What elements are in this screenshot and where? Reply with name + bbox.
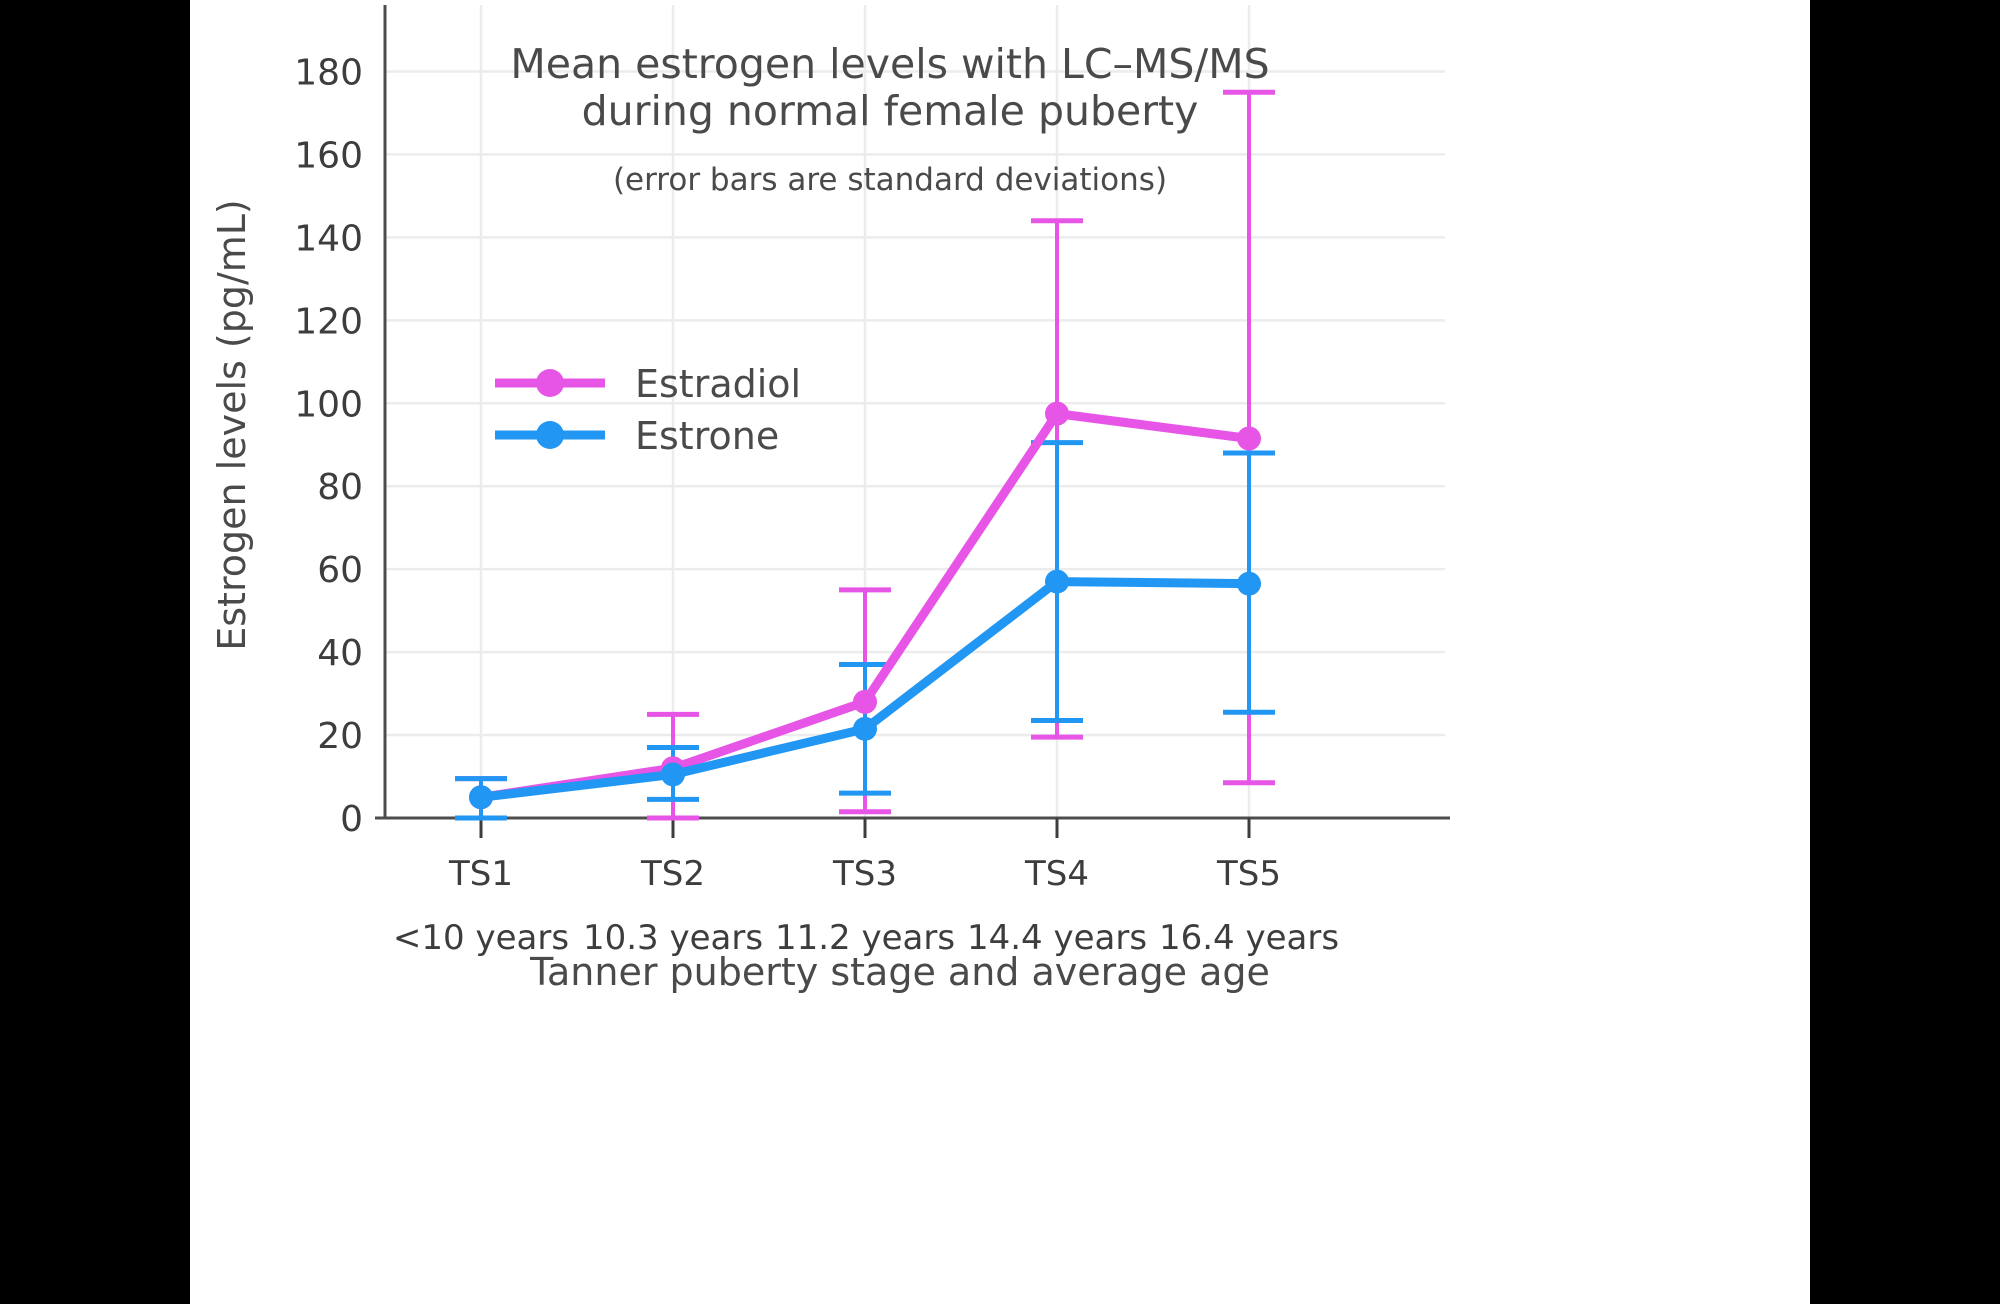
x-axis-tick-label: TS1 — [448, 854, 513, 894]
x-axis-age-label: 16.4 years — [1159, 918, 1339, 958]
data-point-estrone[interactable] — [1237, 571, 1261, 596]
estrogen-line-chart: 0 20 40 60 80 100 120 140 160 180 TS1 <10 years TS2 1… — [210, 5, 1450, 994]
y-axis-tick-label: 120 — [294, 301, 363, 342]
y-axis-tick-label: 100 — [294, 384, 363, 425]
legend-marker-swatch — [536, 369, 564, 397]
x-axis-tick-label: TS4 — [1024, 854, 1089, 894]
chart-canvas: 0 20 40 60 80 100 120 140 160 180 TS1 <10 years TS2 1… — [190, 0, 1810, 1304]
legend-item-estradiol[interactable]: Estradiol — [495, 362, 801, 406]
data-point-estradiol[interactable] — [853, 689, 877, 714]
y-axis-tick-label: 40 — [317, 633, 363, 674]
legend-marker-swatch — [536, 421, 564, 449]
data-point-estrone[interactable] — [853, 716, 877, 741]
y-axis-tick-label: 140 — [294, 218, 363, 259]
data-point-estradiol[interactable] — [1045, 401, 1069, 426]
y-axis-tick-label: 0 — [340, 799, 363, 840]
y-axis-tick-label: 20 — [317, 716, 363, 757]
x-axis-age-label: 10.3 years — [583, 918, 763, 958]
x-axis-age-label: 11.2 years — [775, 918, 955, 958]
x-axis-age-label: <10 years — [393, 918, 569, 958]
legend-item-estrone[interactable]: Estrone — [495, 414, 779, 458]
chart-title-line2: during normal female puberty — [582, 87, 1199, 135]
x-axis-age-label: 14.4 years — [967, 918, 1147, 958]
chart-title-line1: Mean estrogen levels with LC–MS/MS — [510, 40, 1269, 88]
legend-label: Estrone — [635, 414, 779, 458]
y-axis-title: Estrogen levels (pg/mL) — [210, 199, 254, 651]
chart-subtitle: (error bars are standard deviations) — [613, 162, 1167, 198]
x-axis-tick-label: TS2 — [640, 854, 705, 894]
chart-plot-area: 0 20 40 60 80 100 120 140 160 180 TS1 <10 years TS2 1… — [190, 0, 1810, 1304]
x-axis-tick-label: TS5 — [1216, 854, 1281, 894]
legend-label: Estradiol — [635, 362, 801, 406]
x-axis-tick-label: TS3 — [832, 854, 897, 894]
data-point-estradiol[interactable] — [1237, 426, 1261, 451]
y-axis-tick-label: 80 — [317, 467, 363, 508]
data-point-estrone[interactable] — [1045, 569, 1069, 594]
data-point-estrone[interactable] — [661, 762, 685, 787]
y-axis-tick-label: 160 — [294, 135, 363, 176]
x-axis-title: Tanner puberty stage and average age — [529, 950, 1270, 994]
y-axis-tick-label: 60 — [317, 550, 363, 591]
data-point-estrone[interactable] — [469, 785, 493, 810]
y-axis-tick-label: 180 — [294, 52, 363, 93]
